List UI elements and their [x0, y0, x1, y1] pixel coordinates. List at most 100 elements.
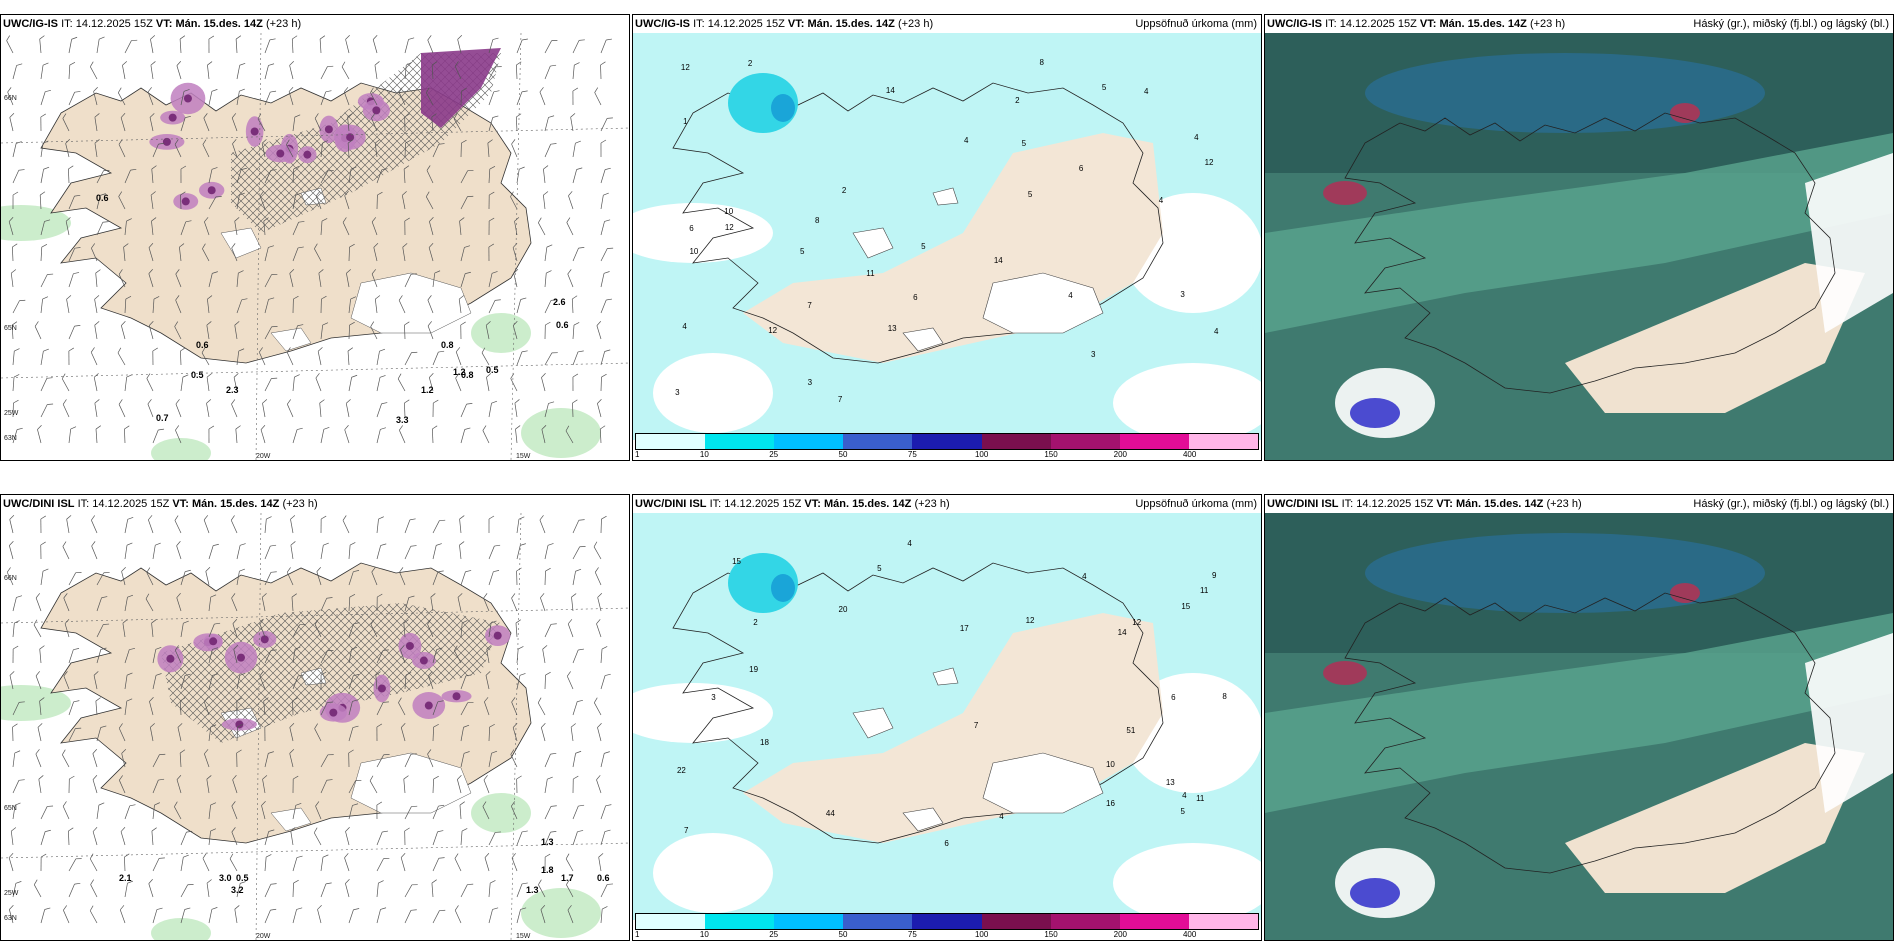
colorbar-tick-label: 400	[1182, 930, 1197, 939]
colorbar-segment	[1119, 914, 1189, 929]
colorbar-tick-label: 25	[769, 450, 779, 459]
precip-amount-label: 5	[1021, 139, 1027, 149]
vt-value: Mán. 15.des. 14Z	[807, 18, 895, 30]
precip-amount-label: 10	[689, 246, 699, 256]
colorbar-tick-label: 10	[699, 450, 709, 459]
colorbar-tick-label: 75	[907, 450, 917, 459]
colorbar-segment	[843, 434, 913, 449]
precip-value-label: 1.2	[421, 385, 434, 395]
it-value: 14.12.2025 15Z	[707, 18, 785, 30]
colorbar-segment	[1050, 434, 1120, 449]
precip-value-label: 1.2	[453, 367, 466, 377]
panel-header: UWC/IG-IS IT: 14.12.2025 15Z VT: Mán. 15…	[1, 15, 629, 33]
iceland-outline	[1344, 592, 1836, 874]
precip-amount-label: 12	[680, 62, 690, 72]
precip-amount-label: 4	[963, 136, 969, 146]
colorbar-tick-label: 1	[635, 930, 640, 939]
model-name: UWC/DINI ISL	[3, 498, 75, 510]
panel-header: UWC/DINI ISL IT: 14.12.2025 15Z VT: Mán.…	[1265, 495, 1893, 513]
vt-label: VT:	[804, 498, 821, 510]
precip-amount-label: 15	[732, 556, 742, 566]
precip-value-label: 0.7	[156, 413, 169, 423]
lead-time: (+23 h)	[282, 498, 318, 510]
colorbar-segment	[1050, 914, 1120, 929]
precip-value-label: 2.1	[119, 873, 132, 883]
it-label: IT:	[61, 18, 73, 30]
precip-amount-label: 11	[1200, 586, 1209, 596]
precip-value-label: 0.8	[441, 340, 454, 350]
wind-map	[1, 33, 629, 460]
precip-amount-label: 2	[747, 59, 753, 69]
precip-amount-label: 12	[1025, 615, 1035, 625]
colorbar-tick-label: 200	[1113, 930, 1128, 939]
precip-value-label: 0.5	[191, 370, 204, 380]
precip-amount-label: 8	[1222, 692, 1227, 702]
precip-amount-label: 5	[1101, 83, 1107, 93]
graticule-label: 15W	[516, 933, 531, 940]
colorbar-segment	[912, 914, 982, 929]
field-title: Uppsöfnuð úrkoma (mm)	[1135, 498, 1257, 510]
precip-amount-label: 2	[753, 617, 758, 627]
precip-amount-label: 4	[682, 322, 687, 332]
colorbar-tick-label: 100	[974, 450, 989, 459]
colorbar-segment	[981, 434, 1051, 449]
field-title: Háský (gr.), miðský (fj.bl.) og lágský (…	[1693, 18, 1889, 30]
colorbar-tick-label: 400	[1182, 450, 1197, 459]
precip-amount-label: 3	[711, 693, 716, 703]
colorbar-ticks: 1 10 25 50 75 100 150 200 400	[635, 450, 1259, 460]
graticule-label: 63N	[4, 915, 17, 922]
precip-amount-label: 14	[993, 255, 1003, 265]
precip-amount-label: 3	[1180, 289, 1185, 299]
precip-amount-label: 5	[877, 563, 882, 573]
precip-value-label: 0.6	[196, 340, 209, 350]
it-label: IT:	[709, 498, 722, 510]
precip-amount-label: 3	[1091, 350, 1096, 360]
colorbar-ticks: 1 10 25 50 75 100 150 200 400	[635, 930, 1259, 940]
graticule-label: 63N	[4, 435, 17, 442]
colorbar-segment	[705, 434, 775, 449]
precip-amount-label: 4	[999, 811, 1004, 821]
precip-amount-label: 15	[1181, 602, 1191, 612]
precip-amount-label: 11	[1196, 794, 1205, 804]
colorbar-tick-label: 10	[699, 930, 709, 939]
colorbar-segment	[1119, 434, 1189, 449]
vt-value: Mán. 15.des. 14Z	[175, 18, 263, 30]
vt-label: VT:	[172, 498, 189, 510]
lead-time: (+23 h)	[265, 18, 302, 30]
model-name: UWC/IG-IS	[635, 18, 690, 30]
precip-amount-label: 44	[825, 808, 835, 818]
precip-value-label: 3.3	[396, 415, 409, 425]
precip-amount-label: 19	[749, 665, 759, 675]
precip-amount-label: 6	[1078, 163, 1084, 173]
precip-amount-label: 51	[1126, 725, 1136, 735]
lead-time: (+23 h)	[914, 498, 950, 510]
colorbar-tick-label: 200	[1113, 450, 1128, 459]
precip-amount-label: 5	[1180, 807, 1185, 817]
precip-amount-label: 14	[885, 85, 895, 95]
precip-amount-label: 4	[1213, 326, 1219, 336]
panel-precip-igis: UWC/IG-IS IT: 14.12.2025 15Z VT: Mán. 15…	[632, 14, 1262, 461]
model-name: UWC/IG-IS	[3, 18, 58, 30]
colorbar-segment	[774, 434, 844, 449]
colorbar-segment	[1188, 434, 1258, 449]
panel-header: UWC/DINI ISL IT: 14.12.2025 15Z VT: Mán.…	[633, 495, 1261, 513]
precip-amount-label: 5	[1027, 189, 1033, 199]
panel-cloud-igis: UWC/IG-IS IT: 14.12.2025 15Z VT: Mán. 15…	[1264, 14, 1894, 461]
precip-amount-label: 7	[807, 300, 812, 310]
it-value: 14.12.2025 15Z	[92, 498, 170, 510]
precip-amount-label: 5	[799, 247, 805, 257]
precip-amount-label: 22	[676, 765, 686, 775]
precip-amount-label: 12	[1132, 617, 1142, 627]
cloud-map	[1265, 33, 1893, 460]
precip-value-label: 0.5	[236, 873, 249, 883]
model-name: UWC/DINI ISL	[635, 498, 707, 510]
precip-amount-label: 2	[1015, 95, 1020, 105]
colorbar-tick-label: 50	[838, 450, 848, 459]
precip-value-label: 2.3	[226, 385, 239, 395]
panel-cloud-dini: UWC/DINI ISL IT: 14.12.2025 15Z VT: Mán.…	[1264, 494, 1894, 941]
panel-wind-igis: UWC/IG-IS IT: 14.12.2025 15Z VT: Mán. 15…	[0, 14, 630, 461]
precip-amount-label: 10	[1105, 759, 1115, 769]
colorbar-segment	[1188, 914, 1258, 929]
precip-value-label: 0.6	[556, 320, 569, 330]
precip-value-label: 0.6	[597, 873, 610, 883]
